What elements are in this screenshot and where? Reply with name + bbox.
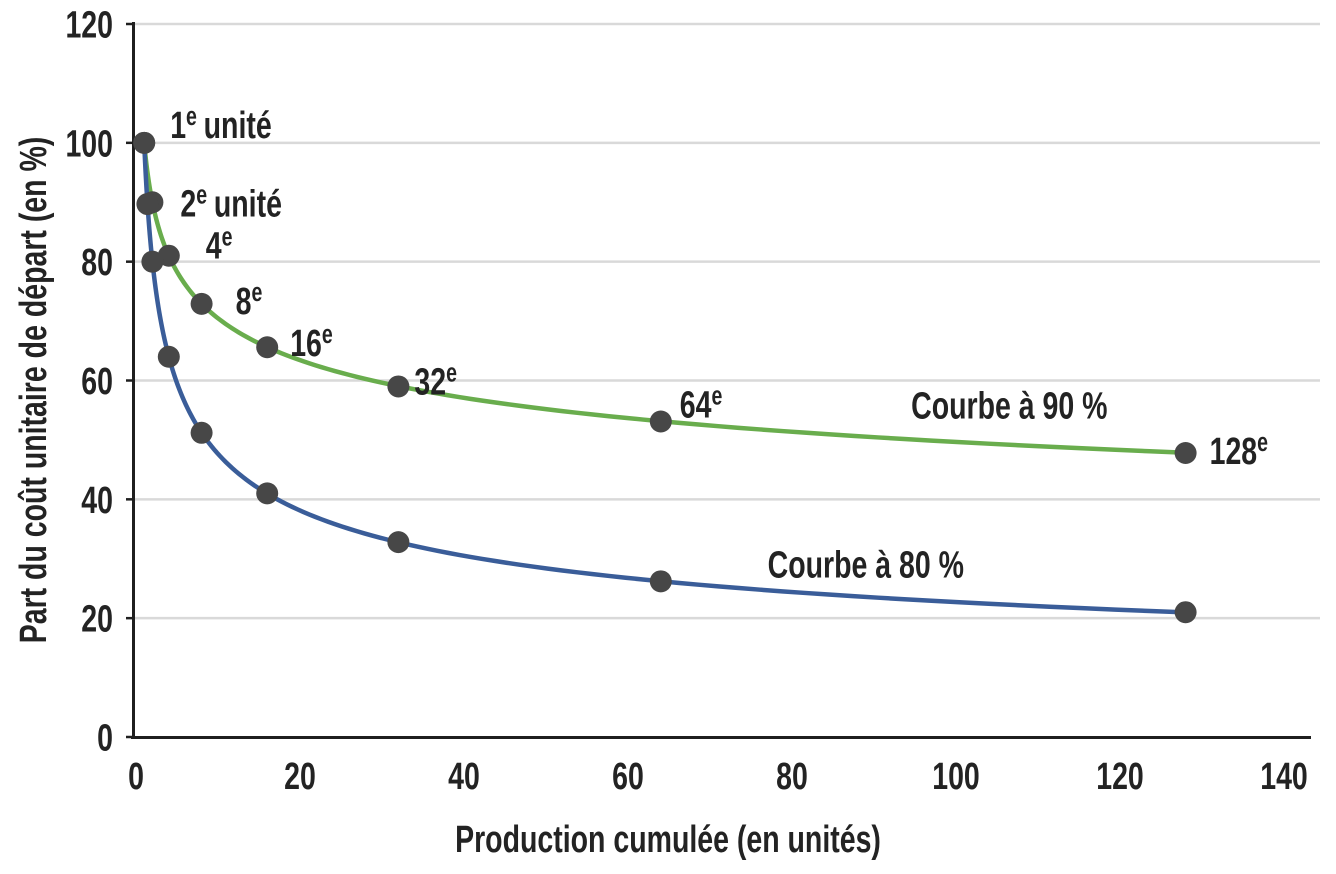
x-tick-label: 60: [612, 756, 644, 798]
data-point-marker: [157, 345, 180, 368]
curves-layer: [141, 140, 1188, 615]
x-tick-label: 20: [284, 756, 316, 798]
point-annotation: 8e: [236, 277, 263, 323]
gridlines-layer: [134, 22, 1320, 620]
data-point-marker: [141, 250, 164, 273]
data-point-marker: [649, 570, 672, 593]
curve-80: [141, 140, 1188, 615]
data-point-marker: [190, 292, 213, 315]
x-tick-label: 0: [128, 756, 144, 798]
y-tick-label: 60: [81, 361, 113, 403]
x-tick-label: 40: [448, 756, 480, 798]
y-axis-title: Part du coût unitaire de départ (en %): [13, 137, 55, 644]
y-tick-label: 20: [81, 599, 113, 641]
x-tick-label: 140: [1260, 756, 1308, 798]
point-annotation: 2e unité: [180, 179, 282, 225]
point-annotation: 1e unité: [170, 101, 272, 147]
data-point-marker: [256, 336, 279, 359]
data-point-marker: [387, 375, 410, 398]
data-point-marker: [1174, 441, 1197, 464]
markers-layer: [133, 131, 1197, 624]
y-tick-label: 120: [65, 5, 113, 47]
point-annotation: 16e: [290, 319, 333, 365]
point-annotation: 64e: [680, 381, 723, 427]
data-point-marker: [190, 421, 213, 444]
x-tick-label: 80: [776, 756, 808, 798]
point-annotation: 4e: [206, 222, 233, 268]
labels-layer: 0 20 40 60 80 100 120 0 20 40 60 80 100 120 140 Courbe …: [65, 5, 1307, 798]
series-label: Courbe à 90 %: [911, 386, 1107, 428]
data-point-marker: [1174, 601, 1197, 624]
x-tick-label: 100: [932, 756, 980, 798]
x-axis-title: Production cumulée (en unités): [455, 819, 881, 861]
y-tick-label: 0: [97, 718, 113, 760]
y-tick-label: 80: [81, 242, 113, 284]
data-point-marker: [256, 482, 279, 505]
y-tick-label: 40: [81, 480, 113, 522]
x-tick-label: 120: [1096, 756, 1144, 798]
series-label: Courbe à 80 %: [768, 545, 964, 587]
point-annotation: 32e: [414, 358, 457, 404]
data-point-marker: [133, 131, 156, 154]
y-tick-label: 100: [65, 124, 113, 166]
data-point-marker: [649, 410, 672, 433]
data-point-marker: [387, 531, 410, 554]
data-point-marker-extra: [136, 193, 159, 216]
point-annotation: 128e: [1210, 427, 1268, 473]
